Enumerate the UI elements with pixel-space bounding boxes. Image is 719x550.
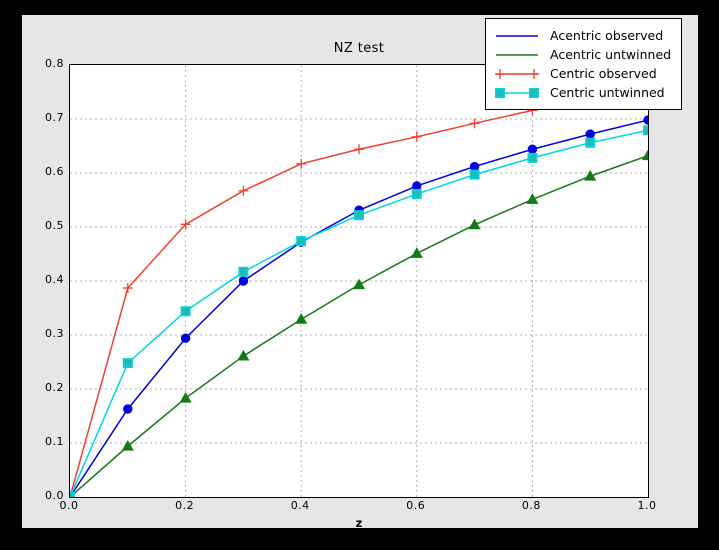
legend-label: Centric untwinned xyxy=(550,85,665,100)
data-point-circle xyxy=(585,129,595,139)
data-point-square xyxy=(527,152,538,163)
y-tick-label: 0.5 xyxy=(45,219,64,232)
data-point-circle xyxy=(469,161,480,172)
y-tick-label: 0.8 xyxy=(45,57,64,70)
y-tick-label: 0.0 xyxy=(45,489,64,502)
plot-area xyxy=(69,64,649,498)
x-tick-label: 0.4 xyxy=(290,499,310,512)
data-point-triangle xyxy=(179,391,192,403)
data-point-plus xyxy=(495,68,505,79)
x-tick-label: 0.8 xyxy=(521,499,541,512)
data-point-triangle xyxy=(237,349,250,361)
data-point-square xyxy=(585,137,596,148)
data-point-triangle xyxy=(641,149,648,161)
data-point-square xyxy=(529,87,540,98)
legend-item[interactable]: Centric untwinned xyxy=(494,83,671,102)
data-point-triangle xyxy=(584,170,597,181)
data-point-circle xyxy=(123,404,133,414)
y-tick-label: 0.7 xyxy=(45,111,64,124)
data-point-plus xyxy=(411,131,422,142)
data-point-triangle xyxy=(410,247,423,258)
legend-item[interactable]: Acentric observed xyxy=(494,26,671,45)
data-point-plus xyxy=(529,68,539,79)
legend-swatch xyxy=(495,68,539,79)
data-point-circle xyxy=(412,181,422,191)
y-axis-label: P(Z>=z) xyxy=(0,193,10,247)
data-point-square xyxy=(643,125,648,136)
x-axis-label: z xyxy=(355,516,363,530)
data-point-square xyxy=(495,87,506,98)
legend-swatch xyxy=(495,87,540,98)
y-tick-label: 0.4 xyxy=(45,273,64,286)
data-point-triangle xyxy=(526,193,539,204)
legend-label: Centric observed xyxy=(550,66,657,81)
data-series-group xyxy=(70,73,648,497)
data-point-plus xyxy=(238,185,249,196)
chart-plot-svg xyxy=(70,65,648,497)
data-point-square xyxy=(122,358,133,369)
x-tick-label: 0.2 xyxy=(175,499,195,512)
y-tick-label: 0.6 xyxy=(45,165,64,178)
series-line xyxy=(70,129,648,497)
data-point-circle xyxy=(643,115,648,125)
data-point-square xyxy=(296,236,307,247)
data-point-plus xyxy=(180,219,191,230)
legend-item[interactable]: Centric observed xyxy=(494,64,671,83)
series-1 xyxy=(70,149,648,497)
data-point-triangle xyxy=(468,218,481,230)
y-axis-ticks: 0.0 0.1 0.2 0.3 0.4 0.5 0.6 0.7 0.8 xyxy=(22,15,64,528)
legend-label: Acentric untwinned xyxy=(550,47,672,62)
figure-canvas: NZ test P(Z>=z) z 0.0 0.1 0.2 0.3 0.4 0.5 0.6 0… xyxy=(0,15,698,530)
x-tick-label: 1.0 xyxy=(637,499,657,512)
data-point-triangle xyxy=(121,440,134,451)
data-point-square xyxy=(180,306,191,317)
y-tick-label: 0.3 xyxy=(45,327,64,340)
x-tick-label: 0.6 xyxy=(406,499,426,512)
data-point-triangle xyxy=(352,278,366,290)
data-point-circle xyxy=(180,333,191,343)
data-point-circle xyxy=(527,144,538,154)
data-point-square xyxy=(238,266,249,277)
x-tick-label: 0.0 xyxy=(59,499,79,512)
data-point-square xyxy=(354,210,365,221)
data-point-square xyxy=(411,189,422,200)
data-point-triangle xyxy=(295,313,308,324)
chart-legend[interactable]: Acentric observed Acentric untwinned Centr… xyxy=(485,18,683,110)
legend-swatch xyxy=(496,53,538,56)
series-3 xyxy=(70,125,648,497)
data-point-square xyxy=(70,492,76,497)
legend-swatch xyxy=(496,34,538,37)
data-point-plus xyxy=(122,283,133,294)
data-point-plus xyxy=(296,158,307,169)
series-line xyxy=(70,119,648,497)
legend-item[interactable]: Acentric untwinned xyxy=(494,45,671,64)
legend-label: Acentric observed xyxy=(550,28,664,43)
data-point-circle xyxy=(238,276,249,286)
chart-title: NZ test xyxy=(333,41,385,56)
y-tick-label: 0.1 xyxy=(45,435,64,448)
data-point-square xyxy=(469,169,480,180)
data-point-plus xyxy=(354,144,364,155)
data-point-plus xyxy=(469,118,480,129)
y-tick-label: 0.2 xyxy=(45,381,64,394)
